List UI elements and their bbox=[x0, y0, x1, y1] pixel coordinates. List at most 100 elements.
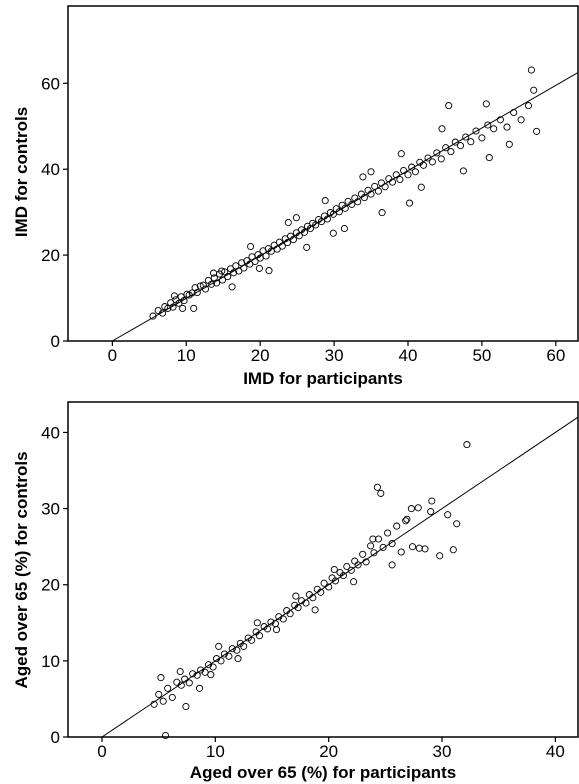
fit-line bbox=[101, 416, 579, 738]
data-point bbox=[302, 599, 310, 607]
data-point bbox=[164, 684, 172, 692]
data-point bbox=[201, 285, 210, 293]
data-point bbox=[408, 543, 417, 551]
data-point bbox=[438, 125, 446, 133]
y-tick-labels: 0 20 40 60 bbox=[41, 74, 68, 351]
data-point bbox=[191, 284, 199, 292]
scatter-points bbox=[149, 66, 541, 320]
data-point bbox=[232, 262, 240, 270]
data-point bbox=[405, 199, 414, 207]
data-point bbox=[478, 134, 486, 142]
data-point bbox=[351, 557, 359, 565]
data-point bbox=[215, 642, 223, 650]
data-point bbox=[273, 245, 281, 253]
y-tick-label: 0 bbox=[51, 728, 60, 747]
data-point bbox=[195, 684, 204, 692]
data-point bbox=[348, 200, 356, 208]
x-tick-label: 20 bbox=[319, 742, 338, 761]
data-point bbox=[225, 652, 233, 660]
data-point bbox=[161, 731, 170, 740]
data-point bbox=[415, 544, 423, 552]
data-point bbox=[279, 615, 287, 623]
data-point bbox=[262, 252, 270, 260]
data-point bbox=[212, 655, 221, 663]
data-point bbox=[248, 636, 256, 644]
y-tick-label: 10 bbox=[41, 652, 60, 671]
data-point bbox=[159, 309, 167, 317]
data-point bbox=[437, 155, 445, 163]
data-point bbox=[217, 657, 225, 665]
data-point bbox=[388, 540, 396, 548]
data-point bbox=[255, 264, 263, 272]
x-axis-label: Aged over 65 (%) for participants bbox=[190, 763, 456, 782]
data-point bbox=[374, 535, 383, 543]
data-point bbox=[179, 304, 187, 312]
data-point bbox=[182, 702, 190, 711]
x-axis-label: IMD for participants bbox=[243, 369, 403, 388]
data-point bbox=[350, 578, 358, 586]
data-point bbox=[384, 529, 392, 537]
data-point bbox=[397, 548, 405, 556]
data-point bbox=[173, 678, 181, 686]
data-point bbox=[385, 175, 393, 183]
data-point bbox=[272, 626, 281, 634]
y-tick-label: 60 bbox=[41, 74, 60, 93]
data-point bbox=[340, 224, 348, 233]
data-point bbox=[150, 700, 158, 708]
data-point bbox=[503, 123, 511, 131]
data-point bbox=[207, 280, 215, 288]
data-point bbox=[427, 508, 435, 516]
data-point bbox=[167, 299, 175, 307]
data-point bbox=[312, 221, 320, 229]
data-point bbox=[168, 693, 176, 701]
data-point bbox=[228, 645, 236, 653]
data-point bbox=[341, 204, 349, 212]
data-point bbox=[402, 517, 410, 525]
plot-frame bbox=[67, 5, 579, 342]
data-point bbox=[309, 594, 317, 602]
data-point bbox=[377, 179, 385, 187]
data-point bbox=[524, 102, 533, 110]
data-point bbox=[164, 304, 172, 312]
data-point bbox=[484, 121, 492, 129]
scatter-chart-imd: 0 10 20 30 40 50 60 0 20 40 60 IMD for participan… bbox=[12, 5, 579, 388]
data-point bbox=[396, 175, 404, 184]
data-point bbox=[449, 546, 457, 554]
y-tick-label: 0 bbox=[51, 332, 60, 351]
data-point bbox=[527, 66, 535, 74]
data-point bbox=[300, 228, 309, 236]
data-point bbox=[370, 549, 378, 557]
data-point bbox=[207, 671, 215, 679]
data-point bbox=[157, 674, 165, 682]
data-point bbox=[451, 138, 459, 146]
data-point bbox=[193, 671, 201, 679]
x-tick-label: 40 bbox=[399, 346, 418, 365]
data-point bbox=[407, 505, 415, 513]
data-point bbox=[265, 267, 273, 275]
data-point bbox=[354, 198, 362, 206]
data-point bbox=[530, 86, 538, 94]
data-point bbox=[374, 187, 382, 195]
y-tick-label: 40 bbox=[41, 160, 60, 179]
data-point bbox=[251, 257, 259, 266]
data-point bbox=[321, 197, 329, 205]
data-point bbox=[235, 267, 243, 275]
data-point bbox=[433, 149, 441, 157]
data-point bbox=[367, 190, 375, 198]
data-point bbox=[533, 127, 541, 135]
data-point bbox=[354, 561, 362, 569]
data-point bbox=[218, 276, 227, 284]
data-point bbox=[414, 504, 422, 512]
data-point bbox=[240, 642, 248, 650]
data-point bbox=[149, 312, 157, 320]
data-point bbox=[320, 579, 328, 587]
data-point bbox=[367, 168, 375, 176]
data-point bbox=[505, 140, 513, 148]
data-point bbox=[197, 666, 205, 674]
data-point bbox=[378, 209, 386, 217]
data-point bbox=[189, 670, 197, 678]
data-point bbox=[297, 597, 306, 605]
y-tick-label: 20 bbox=[41, 246, 60, 265]
data-point bbox=[456, 142, 465, 150]
